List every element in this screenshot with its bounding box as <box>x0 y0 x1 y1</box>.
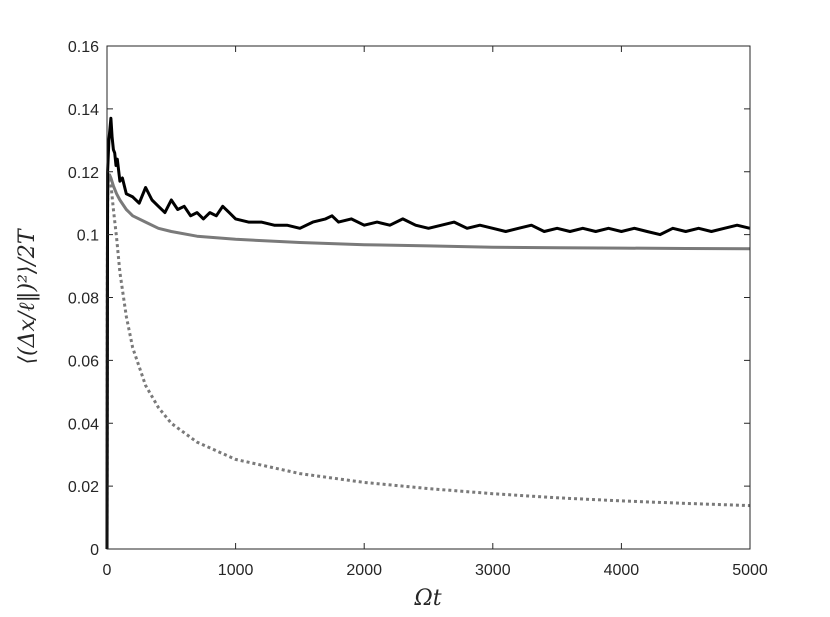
y-tick-label: 0.04 <box>68 416 99 433</box>
x-tick-label: 3000 <box>475 562 511 579</box>
series-line-solid-gray <box>105 173 751 550</box>
x-tick-label: 2000 <box>346 562 382 579</box>
y-tick-label: 0.16 <box>68 39 99 56</box>
y-tick-label: 0.02 <box>68 479 99 496</box>
y-tick-label: 0.14 <box>68 102 99 119</box>
series-layer <box>105 116 751 550</box>
ticks-layer: 0 1000 2000 3000 4000 5000 0 0.02 0.04 0.06 0.08 0.… <box>68 39 768 579</box>
x-tick-label: 5000 <box>732 562 768 579</box>
y-tick-label: 0.12 <box>68 165 99 182</box>
x-tick-label: 4000 <box>604 562 640 579</box>
x-axis-label: Ωt <box>413 586 441 611</box>
x-tick-label: 1000 <box>218 562 254 579</box>
y-tick-label: 0.1 <box>77 228 99 245</box>
y-tick-label: 0.08 <box>68 291 99 308</box>
x-tick-label: 0 <box>103 562 112 579</box>
y-axis-label: ⟨(Δx/ℓ‖)²⟩/2T <box>15 227 40 364</box>
series-line-solid-black <box>105 116 751 550</box>
y-tick-label: 0 <box>90 542 99 559</box>
y-tick-label: 0.06 <box>68 353 99 370</box>
